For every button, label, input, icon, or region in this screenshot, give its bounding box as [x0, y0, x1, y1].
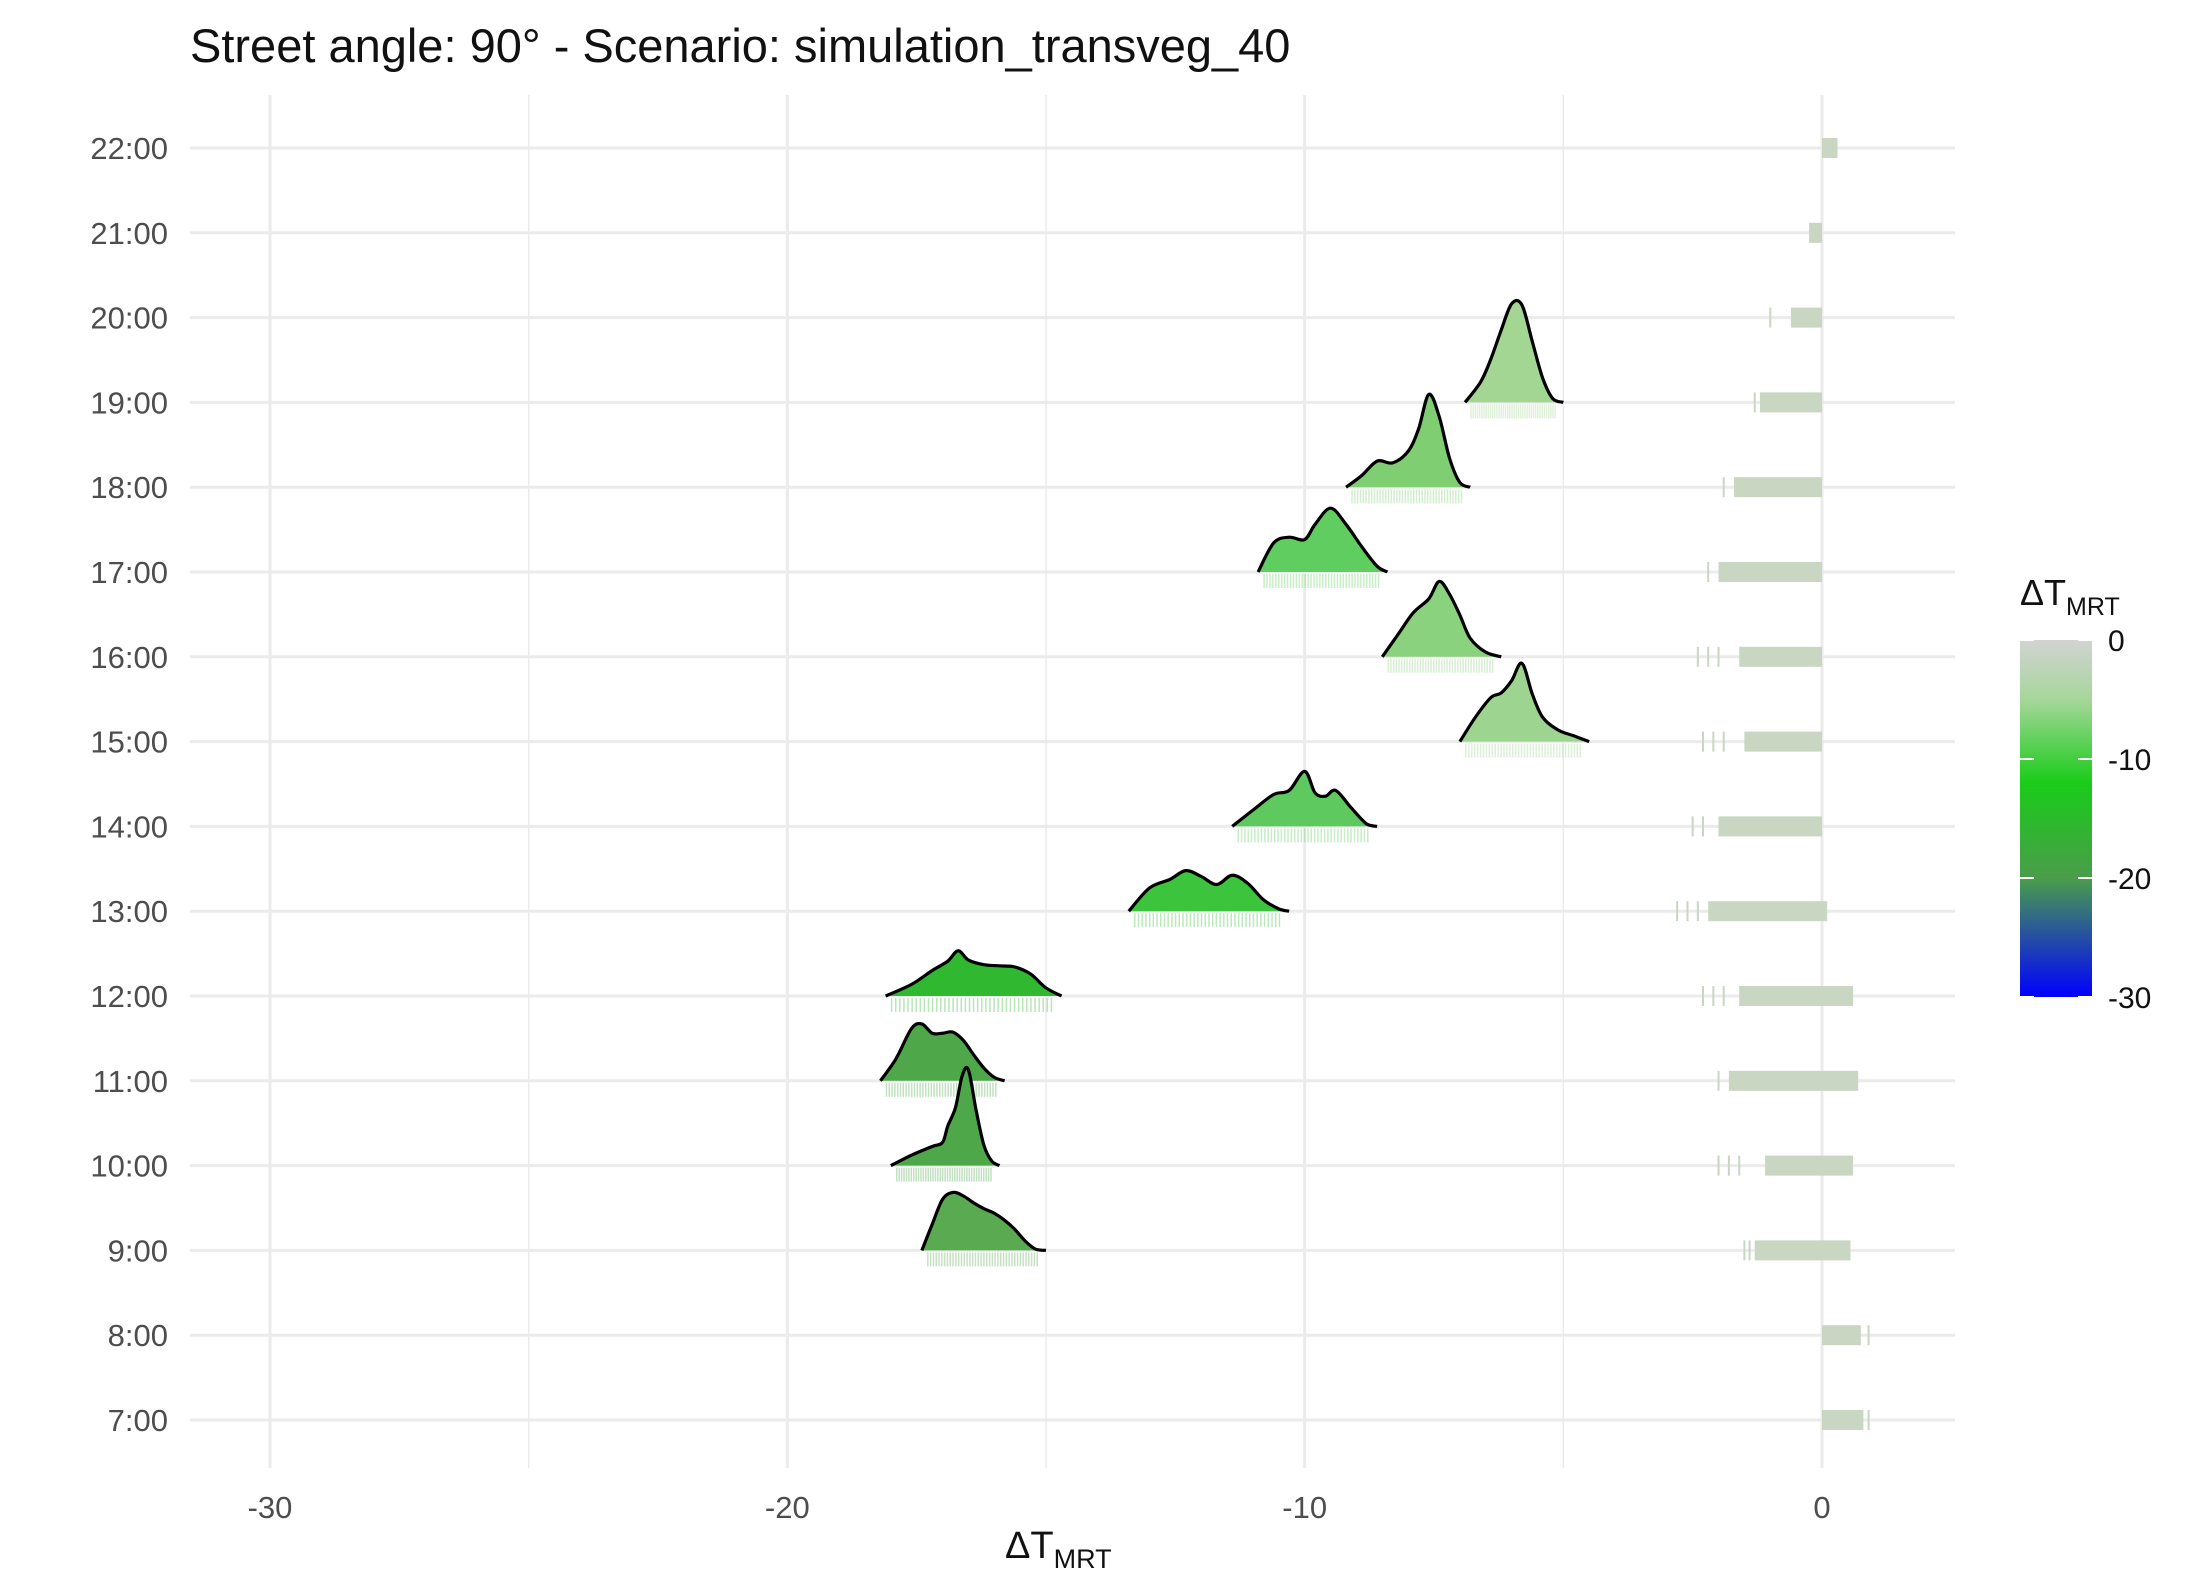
y-tick-label: 22:00 — [90, 131, 168, 166]
x-axis-label: ΔTMRT — [1005, 1525, 1112, 1574]
x-tick-label: -30 — [248, 1490, 293, 1525]
y-tick-label: 14:00 — [90, 809, 168, 844]
y-tick-label: 9:00 — [108, 1233, 168, 1268]
color-legend: ΔTMRT 0 -10 -20 -30 — [2020, 572, 2151, 1015]
y-tick-label: 16:00 — [90, 640, 168, 675]
y-tick-label: 11:00 — [93, 1064, 168, 1099]
rug-band — [1708, 901, 1828, 922]
ridge-fill — [880, 1023, 1005, 1081]
rug-band — [1739, 646, 1822, 667]
legend-title-main: ΔT — [2020, 572, 2066, 613]
y-tick-label: 15:00 — [90, 725, 168, 760]
legend-colorbar — [2020, 640, 2092, 997]
grid — [190, 95, 1955, 1468]
ridge-outline — [879, 1021, 1006, 1083]
ridge-fill — [885, 950, 1062, 996]
y-tick-label: 17:00 — [90, 555, 168, 590]
x-axis-tick-labels: -30 -20 -10 0 — [248, 1490, 1831, 1525]
ridge-outline — [890, 1065, 1001, 1168]
y-tick-label: 7:00 — [108, 1403, 168, 1438]
rug-band — [1718, 816, 1822, 837]
ridge-fill — [1459, 663, 1590, 742]
x-axis-label-main: ΔT — [1005, 1525, 1054, 1567]
legend-title: ΔTMRT — [2020, 572, 2120, 621]
legend-title-sub: MRT — [2066, 593, 2120, 621]
rug-band — [1754, 1240, 1851, 1261]
rug-band — [1734, 477, 1822, 498]
rug-band — [1718, 562, 1822, 582]
ridge-outline — [1463, 298, 1564, 404]
legend-tick-label: -30 — [2108, 982, 2151, 1015]
legend-tick-label: -10 — [2108, 744, 2151, 777]
x-tick-label: -10 — [1282, 1490, 1327, 1525]
rug-band — [1744, 731, 1822, 752]
rug-band — [1728, 1070, 1859, 1091]
ridge-fill — [921, 1192, 1046, 1251]
ridge-outline — [1127, 868, 1290, 913]
ridge-fill — [1232, 771, 1378, 827]
y-tick-label: 18:00 — [90, 470, 168, 505]
y-tick-label: 8:00 — [108, 1318, 168, 1353]
ridge-fill — [1128, 870, 1290, 912]
legend-tick-label: -20 — [2108, 863, 2151, 896]
legend-ticks: 0 -10 -20 -30 — [2020, 625, 2151, 1015]
y-tick-label: 13:00 — [90, 894, 168, 929]
rug-band — [1739, 986, 1854, 1006]
rug-band — [1822, 1325, 1861, 1346]
x-tick-label: -20 — [765, 1490, 810, 1525]
rug-band — [1790, 307, 1822, 328]
legend-tick-label: 0 — [2108, 625, 2125, 658]
y-tick-label: 12:00 — [90, 979, 168, 1014]
ridge-outline — [1345, 392, 1471, 489]
rug-band — [1765, 1155, 1854, 1176]
x-axis-label-sub: MRT — [1054, 1544, 1112, 1574]
x-tick-label: 0 — [1813, 1490, 1830, 1525]
chart-title: Street angle: 90° - Scenario: simulation… — [190, 19, 1290, 72]
ridge-outline — [1380, 579, 1502, 659]
ridge-fill — [1382, 581, 1502, 657]
density-ridges — [879, 298, 1590, 1252]
rug-band — [1822, 138, 1838, 158]
ridge-fill — [1258, 508, 1388, 572]
y-tick-label: 20:00 — [90, 301, 168, 336]
y-axis-tick-labels: 7:00 8:00 9:00 10:00 11:00 12:00 13:00 14:00 15:… — [90, 131, 168, 1438]
y-tick-label: 19:00 — [90, 385, 168, 420]
rug-marks — [885, 138, 1870, 1430]
ridge-outline — [884, 949, 1063, 998]
ridge-outline — [1231, 769, 1378, 828]
ridge-fill — [1465, 300, 1564, 403]
y-tick-label: 10:00 — [90, 1149, 168, 1184]
rug-band — [1809, 222, 1822, 243]
rug-band — [1759, 392, 1822, 413]
ridge-outline — [1458, 661, 1590, 744]
y-tick-label: 21:00 — [90, 216, 168, 251]
rug-band — [1822, 1410, 1864, 1430]
ridge-outline — [1256, 506, 1389, 574]
ridge-outline — [920, 1190, 1047, 1252]
